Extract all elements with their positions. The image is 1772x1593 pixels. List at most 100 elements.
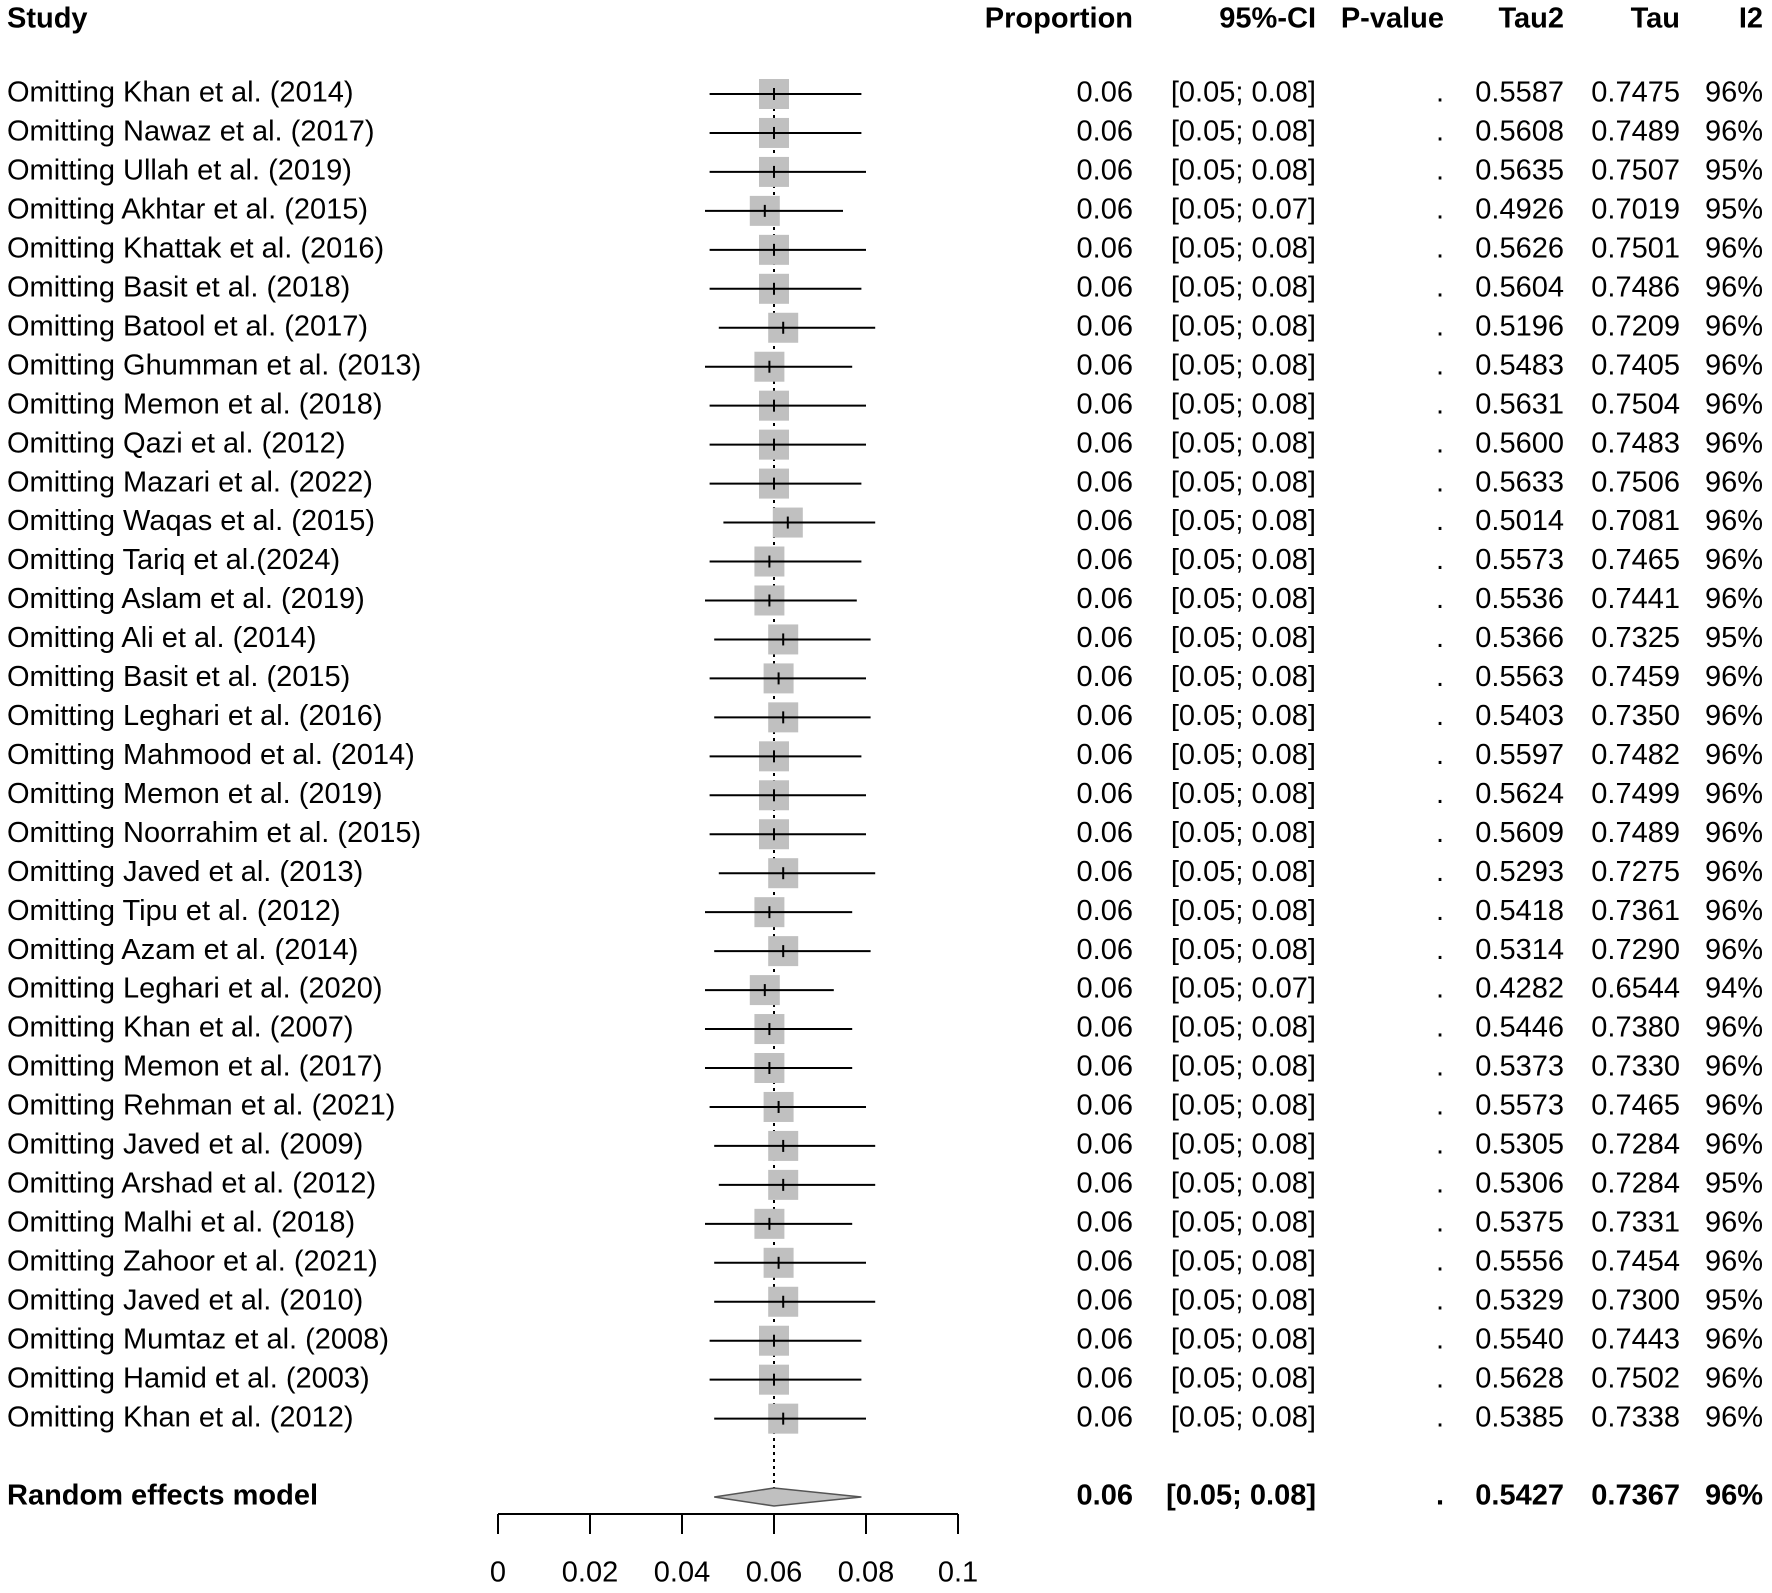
table-cell: [0.05; 0.08] <box>1171 934 1316 966</box>
table-cell: 0.7454 <box>1591 1245 1680 1277</box>
table-cell: 0.06 <box>1077 388 1133 420</box>
column-header: Tau2 <box>1498 3 1564 35</box>
study-label: Omitting Basit et al. (2015) <box>7 661 350 693</box>
table-cell: 0.5633 <box>1475 466 1564 498</box>
table-cell: 95% <box>1705 1168 1763 1200</box>
table-cell: 0.7499 <box>1591 778 1680 810</box>
table-cell: 0.7081 <box>1591 505 1680 537</box>
study-label: Omitting Azam et al. (2014) <box>7 934 358 966</box>
study-label: Omitting Rehman et al. (2021) <box>7 1090 395 1122</box>
table-cell: 0.7331 <box>1591 1206 1680 1238</box>
table-cell: . <box>1436 505 1444 537</box>
table-cell: . <box>1436 1129 1444 1161</box>
table-cell: 0.7284 <box>1591 1129 1680 1161</box>
table-cell: . <box>1436 116 1444 148</box>
table-cell: 0.7489 <box>1591 817 1680 849</box>
table-cell: 0.7380 <box>1591 1012 1680 1044</box>
pooled-cell: 0.06 <box>1077 1480 1133 1512</box>
table-cell: [0.05; 0.08] <box>1171 116 1316 148</box>
table-cell: . <box>1436 388 1444 420</box>
table-cell: 0.7475 <box>1591 77 1680 109</box>
table-cell: 96% <box>1705 271 1763 303</box>
table-cell: [0.05; 0.08] <box>1171 583 1316 615</box>
table-cell: . <box>1436 349 1444 381</box>
table-cell: 0.06 <box>1077 310 1133 342</box>
table-cell: [0.05; 0.08] <box>1171 700 1316 732</box>
table-cell: 0.7350 <box>1591 700 1680 732</box>
table-cell: . <box>1436 778 1444 810</box>
table-cell: [0.05; 0.08] <box>1171 856 1316 888</box>
table-cell: 0.06 <box>1077 856 1133 888</box>
table-cell: 0.06 <box>1077 466 1133 498</box>
table-cell: 0.7501 <box>1591 232 1680 264</box>
study-label: Omitting Ullah et al. (2019) <box>7 155 352 187</box>
table-cell: 0.06 <box>1077 1051 1133 1083</box>
pooled-cell: [0.05; 0.08] <box>1166 1480 1316 1512</box>
table-cell: 96% <box>1705 778 1763 810</box>
x-tick-label: 0.1 <box>938 1557 978 1589</box>
table-cell: 0.06 <box>1077 583 1133 615</box>
x-tick-label: 0.06 <box>746 1557 802 1589</box>
table-cell: 96% <box>1705 232 1763 264</box>
table-cell: 96% <box>1705 505 1763 537</box>
study-label: Omitting Khan et al. (2014) <box>7 77 354 109</box>
study-label: Omitting Zahoor et al. (2021) <box>7 1245 378 1277</box>
table-cell: . <box>1436 1090 1444 1122</box>
pooled-label: Random effects model <box>7 1480 318 1512</box>
table-cell: [0.05; 0.08] <box>1171 1245 1316 1277</box>
table-cell: [0.05; 0.08] <box>1171 895 1316 927</box>
table-cell: 0.5600 <box>1475 427 1564 459</box>
table-cell: 0.5366 <box>1475 622 1564 654</box>
table-cell: 96% <box>1705 1401 1763 1433</box>
column-header: Study <box>7 3 88 35</box>
table-cell: 96% <box>1705 1012 1763 1044</box>
table-cell: [0.05; 0.08] <box>1171 1051 1316 1083</box>
study-label: Omitting Nawaz et al. (2017) <box>7 116 374 148</box>
table-cell: 0.06 <box>1077 934 1133 966</box>
table-cell: . <box>1436 934 1444 966</box>
study-label: Omitting Aslam et al. (2019) <box>7 583 365 615</box>
study-label: Omitting Batool et al. (2017) <box>7 310 368 342</box>
table-cell: 0.06 <box>1077 1401 1133 1433</box>
table-cell: 96% <box>1705 739 1763 771</box>
column-header: P-value <box>1341 3 1444 35</box>
table-cell: [0.05; 0.08] <box>1171 1401 1316 1433</box>
table-cell: 0.7489 <box>1591 116 1680 148</box>
table-cell: 0.5631 <box>1475 388 1564 420</box>
study-label: Omitting Memon et al. (2018) <box>7 388 383 420</box>
table-cell: 0.5483 <box>1475 349 1564 381</box>
study-label: Omitting Malhi et al. (2018) <box>7 1206 355 1238</box>
pooled-cell: 96% <box>1705 1480 1763 1512</box>
table-cell: [0.05; 0.08] <box>1171 1012 1316 1044</box>
table-cell: [0.05; 0.08] <box>1171 232 1316 264</box>
table-cell: 0.06 <box>1077 349 1133 381</box>
table-cell: 0.4926 <box>1475 194 1564 226</box>
table-cell: 0.06 <box>1077 1090 1133 1122</box>
study-label: Omitting Memon et al. (2017) <box>7 1051 383 1083</box>
table-cell: 0.5609 <box>1475 817 1564 849</box>
table-cell: . <box>1436 1206 1444 1238</box>
table-cell: 96% <box>1705 388 1763 420</box>
table-cell: 0.5306 <box>1475 1168 1564 1200</box>
study-label: Omitting Leghari et al. (2020) <box>7 973 383 1005</box>
table-cell: [0.05; 0.08] <box>1171 1129 1316 1161</box>
study-label: Omitting Mumtaz et al. (2008) <box>7 1323 389 1355</box>
table-cell: 0.5540 <box>1475 1323 1564 1355</box>
table-cell: 94% <box>1705 973 1763 1005</box>
study-label: Omitting Ghumman et al. (2013) <box>7 349 421 381</box>
table-cell: 96% <box>1705 116 1763 148</box>
table-cell: . <box>1436 1245 1444 1277</box>
study-label: Omitting Javed et al. (2010) <box>7 1284 363 1316</box>
table-cell: 0.5403 <box>1475 700 1564 732</box>
table-cell: 0.06 <box>1077 778 1133 810</box>
study-label: Omitting Javed et al. (2009) <box>7 1129 363 1161</box>
table-cell: 96% <box>1705 895 1763 927</box>
table-cell: . <box>1436 194 1444 226</box>
table-cell: 96% <box>1705 427 1763 459</box>
table-cell: [0.05; 0.08] <box>1171 1323 1316 1355</box>
table-cell: 0.5385 <box>1475 1401 1564 1433</box>
table-cell: 0.06 <box>1077 622 1133 654</box>
table-cell: 0.7275 <box>1591 856 1680 888</box>
table-cell: 0.5626 <box>1475 232 1564 264</box>
table-cell: 0.06 <box>1077 77 1133 109</box>
